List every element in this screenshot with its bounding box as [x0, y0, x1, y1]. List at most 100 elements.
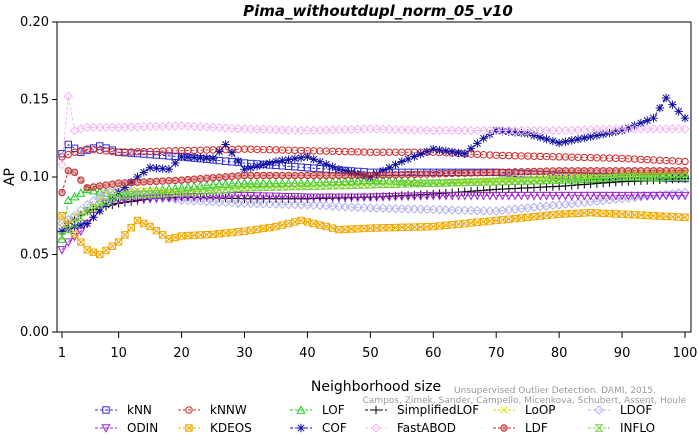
data-point-cof	[536, 133, 545, 142]
data-point-odin	[541, 191, 552, 201]
data-point-ldf	[146, 177, 154, 186]
data-point-cof	[265, 158, 274, 168]
data-point-ldf	[517, 168, 526, 176]
data-point-ldof	[290, 199, 300, 210]
data-point-odin	[642, 191, 652, 201]
data-point-inflo	[472, 178, 482, 186]
data-point-cof	[164, 165, 174, 174]
data-point-inflo	[605, 173, 614, 182]
data-point-ldf	[64, 167, 72, 175]
y-tick-label: 0.20	[20, 15, 49, 30]
data-point-fastabod	[157, 121, 168, 132]
data-point-lof	[252, 178, 262, 187]
data-point-inflo	[466, 178, 476, 186]
data-point-kdeos	[228, 228, 236, 237]
data-point-fastabod	[220, 123, 231, 133]
series-ldf	[58, 167, 689, 197]
series-odin	[57, 191, 690, 255]
data-point-odin	[680, 191, 690, 201]
data-point-ldf	[479, 168, 488, 177]
legend-marker-loop	[500, 406, 508, 414]
data-point-ldof	[227, 198, 237, 208]
data-point-inflo	[296, 182, 306, 191]
data-point-fastabod	[183, 121, 193, 131]
y-tick-label: 0.10	[20, 170, 49, 185]
watermark-line-1: Unsupervised Outlier Detection. DAMI, 20…	[454, 386, 656, 396]
data-point-ldf	[96, 182, 104, 190]
data-point-ldof	[447, 205, 457, 215]
data-point-cof	[208, 154, 218, 163]
data-point-fastabod	[258, 124, 269, 135]
data-point-cof	[403, 154, 413, 164]
data-point-inflo	[441, 179, 451, 187]
data-point-kdeos	[310, 219, 318, 228]
data-point-kdeos	[360, 224, 368, 233]
data-point-odin	[535, 191, 545, 201]
data-point-fastabod	[472, 125, 483, 136]
watermark: Unsupervised Outlier Detection. DAMI, 20…	[363, 386, 687, 406]
data-point-inflo	[76, 213, 86, 221]
data-point-ldf	[215, 173, 224, 182]
series-cof	[57, 93, 690, 236]
data-point-fastabod	[290, 125, 300, 135]
data-point-fastabod	[227, 123, 237, 134]
data-point-odin	[158, 194, 168, 203]
series-fastabod	[57, 91, 690, 170]
data-point-ldf	[656, 167, 664, 175]
data-point-lof	[88, 185, 99, 195]
data-point-ldf	[379, 171, 387, 179]
data-point-odin	[655, 191, 665, 201]
data-point-fastabod	[120, 122, 130, 132]
data-point-inflo	[139, 190, 149, 199]
data-point-ldof	[233, 198, 243, 208]
data-point-fastabod	[403, 125, 413, 135]
data-point-odin	[460, 191, 470, 201]
data-point-ldof	[397, 204, 407, 214]
data-point-inflo	[158, 189, 168, 198]
data-point-cof	[234, 156, 243, 166]
data-point-ldf	[649, 167, 658, 175]
data-point-cof	[447, 147, 457, 157]
data-point-odin	[176, 193, 187, 202]
data-point-fastabod	[189, 121, 199, 132]
data-point-ldf	[637, 167, 645, 175]
data-point-kdeos	[492, 216, 500, 225]
data-point-ldf	[398, 170, 406, 179]
series-line-inflo	[61, 176, 685, 237]
data-point-ldf	[303, 171, 312, 180]
data-point-cof	[598, 130, 608, 139]
data-point-cof	[202, 153, 211, 163]
data-point-ldf	[372, 171, 381, 179]
data-point-inflo	[561, 176, 570, 184]
data-point-fastabod	[623, 124, 634, 134]
data-point-odin	[283, 192, 294, 202]
data-point-lof	[372, 175, 382, 185]
data-point-ldof	[340, 202, 350, 212]
x-tick-label: 1	[58, 346, 66, 361]
data-point-ldf	[643, 167, 651, 175]
data-point-ldf	[247, 171, 255, 180]
data-point-inflo	[252, 183, 262, 192]
data-point-ldof	[466, 205, 476, 216]
data-point-kdeos	[486, 217, 494, 225]
data-point-kdeos	[177, 232, 186, 240]
data-point-fastabod	[667, 124, 678, 134]
data-point-fastabod	[466, 125, 476, 136]
data-point-inflo	[183, 188, 193, 196]
data-point-cof	[366, 172, 375, 182]
data-point-fastabod	[101, 122, 111, 133]
data-point-cof	[95, 206, 104, 216]
data-point-ldf	[347, 171, 356, 180]
data-point-odin	[183, 193, 193, 202]
data-point-ldof	[409, 204, 420, 214]
data-point-fastabod	[655, 124, 665, 134]
data-point-inflo	[542, 176, 551, 185]
legend-label-knnw: kNNW	[210, 403, 247, 417]
data-point-lof	[353, 175, 363, 185]
data-point-cof	[296, 153, 306, 162]
data-point-odin	[390, 192, 401, 202]
data-point-kdeos	[272, 222, 280, 231]
data-point-cof	[284, 155, 293, 164]
data-point-fastabod	[680, 124, 690, 134]
data-point-ldf	[240, 171, 249, 180]
